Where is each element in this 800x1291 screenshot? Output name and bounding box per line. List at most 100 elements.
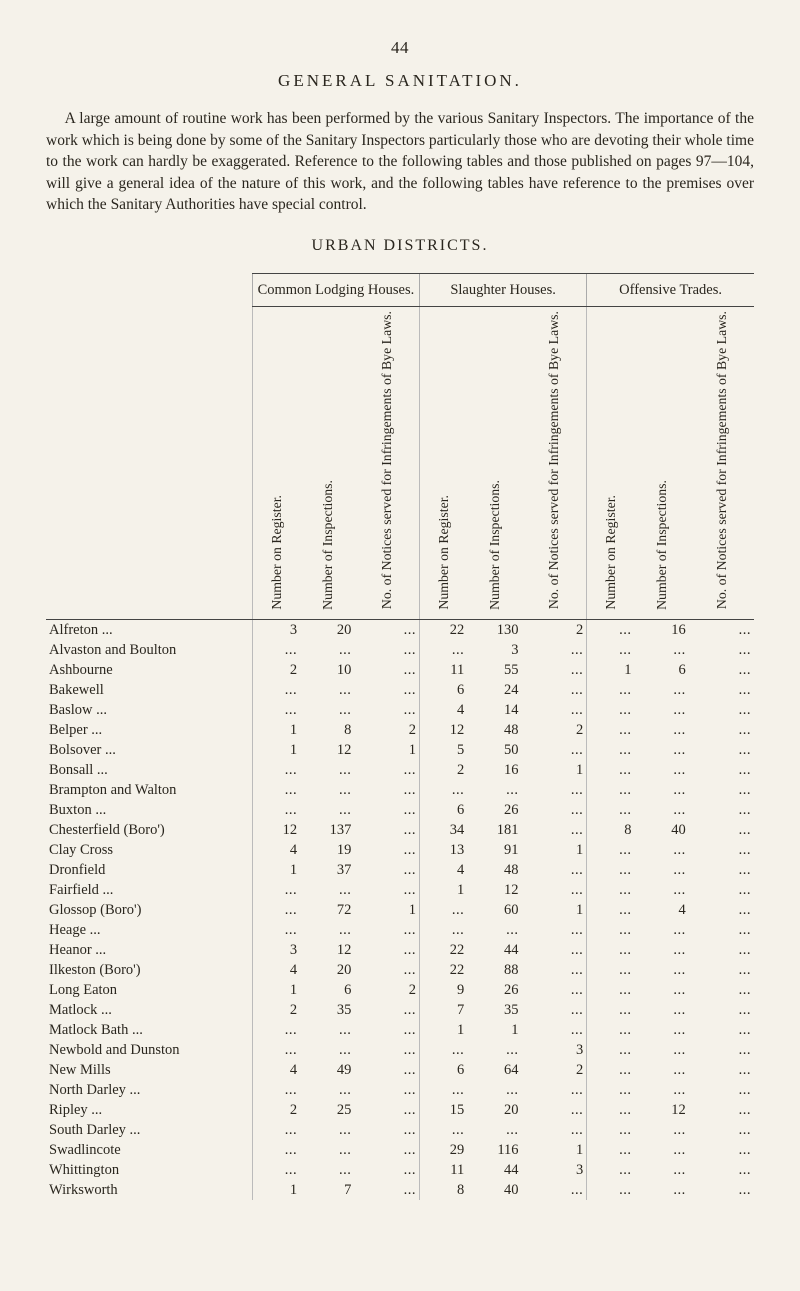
place-cell: Wirksworth <box>46 1180 252 1200</box>
place-cell: Swadlincote <box>46 1140 252 1160</box>
value-cell: ... <box>252 640 300 660</box>
value-cell: ... <box>252 1080 300 1100</box>
page-number: 44 <box>46 36 754 59</box>
value-cell: ... <box>252 1160 300 1180</box>
value-cell: 7 <box>300 1180 354 1200</box>
value-cell: ... <box>300 1020 354 1040</box>
value-cell: ... <box>354 860 419 880</box>
value-cell: ... <box>587 1120 635 1140</box>
value-cell: 11 <box>420 660 468 680</box>
table-row: Bolsover ...1121550............ <box>46 740 754 760</box>
value-cell: ... <box>587 940 635 960</box>
value-cell: ... <box>587 680 635 700</box>
value-cell: 2 <box>420 760 468 780</box>
col-header: No. of Notices served for Infringements … <box>354 307 419 620</box>
value-cell: 8 <box>420 1180 468 1200</box>
table-stub-header <box>46 307 252 620</box>
value-cell: ... <box>467 1040 521 1060</box>
value-cell: ... <box>689 720 754 740</box>
value-cell: ... <box>522 740 587 760</box>
value-cell: ... <box>634 1180 688 1200</box>
value-cell: ... <box>522 1000 587 1020</box>
value-cell: ... <box>634 1080 688 1100</box>
value-cell: ... <box>467 920 521 940</box>
value-cell: ... <box>354 880 419 900</box>
value-cell: 12 <box>300 740 354 760</box>
table-row: Bonsall ............2161......... <box>46 760 754 780</box>
table-row: Alfreton ...320...221302...16... <box>46 620 754 641</box>
value-cell: 60 <box>467 900 521 920</box>
value-cell: ... <box>634 1120 688 1140</box>
value-cell: ... <box>587 840 635 860</box>
value-cell: 1 <box>587 660 635 680</box>
value-cell: ... <box>689 1040 754 1060</box>
sub-header-row: Number on Register. Number of Inspection… <box>46 307 754 620</box>
value-cell: 64 <box>467 1060 521 1080</box>
value-cell: 3 <box>522 1040 587 1060</box>
value-cell: ... <box>587 740 635 760</box>
value-cell: 4 <box>420 700 468 720</box>
col-header: Number of Inspections. <box>634 307 688 620</box>
value-cell: ... <box>354 1060 419 1080</box>
value-cell: ... <box>420 920 468 940</box>
value-cell: 12 <box>252 820 300 840</box>
place-cell: Bolsover ... <box>46 740 252 760</box>
value-cell: 29 <box>420 1140 468 1160</box>
value-cell: ... <box>587 880 635 900</box>
value-cell: ... <box>252 880 300 900</box>
place-cell: Bakewell <box>46 680 252 700</box>
col-header: Number of Inspections. <box>467 307 521 620</box>
value-cell: 1 <box>420 880 468 900</box>
value-cell: ... <box>252 780 300 800</box>
value-cell: ... <box>634 860 688 880</box>
value-cell: ... <box>587 620 635 641</box>
place-cell: Chesterfield (Boro') <box>46 820 252 840</box>
value-cell: ... <box>587 640 635 660</box>
place-cell: Long Eaton <box>46 980 252 1000</box>
value-cell: ... <box>634 1000 688 1020</box>
value-cell: ... <box>689 800 754 820</box>
value-cell: 55 <box>467 660 521 680</box>
value-cell: ... <box>689 620 754 641</box>
value-cell: 2 <box>354 720 419 740</box>
value-cell: ... <box>467 1120 521 1140</box>
value-cell: ... <box>420 1080 468 1100</box>
value-cell: 14 <box>467 700 521 720</box>
value-cell: ... <box>420 640 468 660</box>
value-cell: ... <box>420 900 468 920</box>
place-cell: Alfreton ... <box>46 620 252 641</box>
value-cell: ... <box>634 960 688 980</box>
value-cell: ... <box>300 700 354 720</box>
value-cell: ... <box>634 780 688 800</box>
col-header: Number on Register. <box>420 307 468 620</box>
table-row: Clay Cross419...13911......... <box>46 840 754 860</box>
table-row: Buxton ............626............ <box>46 800 754 820</box>
value-cell: ... <box>354 1100 419 1120</box>
value-cell: ... <box>689 1080 754 1100</box>
value-cell: 12 <box>420 720 468 740</box>
value-cell: 12 <box>300 940 354 960</box>
value-cell: 1 <box>522 1140 587 1160</box>
value-cell: ... <box>467 780 521 800</box>
value-cell: 11 <box>420 1160 468 1180</box>
value-cell: ... <box>587 1100 635 1120</box>
value-cell: 2 <box>522 720 587 740</box>
value-cell: 16 <box>634 620 688 641</box>
value-cell: ... <box>252 800 300 820</box>
value-cell: 2 <box>354 980 419 1000</box>
value-cell: ... <box>587 720 635 740</box>
col-header: Number on Register. <box>252 307 300 620</box>
table-stub-header <box>46 274 252 307</box>
value-cell: 1 <box>420 1020 468 1040</box>
value-cell: ... <box>689 1160 754 1180</box>
value-cell: ... <box>634 1060 688 1080</box>
value-cell: ... <box>354 660 419 680</box>
value-cell: ... <box>522 680 587 700</box>
value-cell: ... <box>634 880 688 900</box>
col-header: Number of Inspections. <box>300 307 354 620</box>
value-cell: 5 <box>420 740 468 760</box>
table-row: Wirksworth17...840............ <box>46 1180 754 1200</box>
value-cell: 20 <box>467 1100 521 1120</box>
place-cell: Bonsall ... <box>46 760 252 780</box>
table-row: Matlock ...235...735............ <box>46 1000 754 1020</box>
